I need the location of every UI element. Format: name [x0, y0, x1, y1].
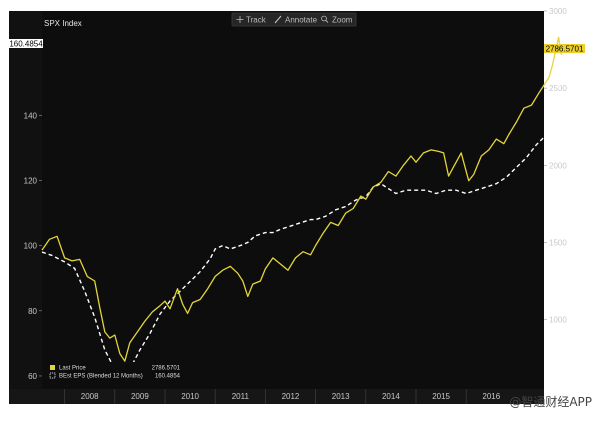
left-tick-label: 100 — [24, 242, 38, 251]
left-tick-label: 120 — [24, 176, 38, 185]
x-axis-band — [9, 389, 544, 404]
x-tick-label: 2013 — [332, 392, 350, 401]
right-tick-label: 2000 — [549, 161, 567, 170]
watermark: @智通财经APP — [509, 394, 592, 409]
legend-price-swatch — [50, 365, 55, 370]
series-line-eps — [41, 48, 567, 374]
legend-eps-name: BEst EPS (Blended 12 Months) — [59, 374, 143, 380]
legend-price-value: 2786.5701 — [152, 366, 181, 372]
track-button[interactable]: Track — [236, 16, 267, 25]
chart-toolbar: Track Annotate Zoom — [231, 12, 357, 27]
right-tick-label: 2500 — [549, 84, 567, 93]
left-y-axis: 60 80 100 120 140 — [24, 111, 42, 381]
price-badge-background — [544, 44, 585, 53]
zoom-button-label: Zoom — [332, 16, 353, 25]
x-tick-label: 2014 — [382, 392, 400, 401]
annotate-button-label: Annotate — [285, 16, 318, 25]
legend-eps-value: 160.4854 — [155, 374, 181, 380]
right-tick-label: 3000 — [549, 7, 567, 16]
eps-badge-background — [9, 39, 43, 48]
legend-price-name: Last Price — [59, 366, 86, 372]
zoom-button[interactable]: Zoom — [321, 15, 353, 25]
crosshair-icon — [236, 16, 244, 23]
price-last-value-badge: 2786.5701 — [544, 44, 585, 53]
x-tick-label: 2009 — [131, 392, 149, 401]
x-tick-label: 2012 — [282, 392, 300, 401]
legend-eps-swatch — [49, 372, 56, 379]
right-tick-label: 1500 — [549, 238, 567, 247]
series-layer — [41, 36, 567, 374]
annotate-button[interactable]: Annotate — [274, 15, 318, 25]
left-tick-label: 140 — [24, 111, 38, 120]
eps-last-value-badge: 160.4854 — [9, 39, 43, 48]
pencil-icon — [274, 15, 282, 24]
x-tick-label: 2011 — [232, 392, 250, 401]
eps-badge-text: 160.4854 — [9, 39, 43, 48]
magnifier-icon — [321, 15, 329, 23]
x-tick-label: 2016 — [482, 392, 500, 401]
plot-area — [42, 11, 544, 389]
x-tick-label: 2008 — [81, 392, 99, 401]
series-line-price — [41, 36, 567, 362]
x-axis: 2008 2009 2010 2011 2012 2013 2014 2015 2016 — [64, 389, 501, 404]
chart-title: SPX Index — [44, 19, 82, 28]
x-tick-label: 2015 — [432, 392, 450, 401]
legend: Last Price 2786.5701 BEst EPS (Blended 1… — [46, 362, 184, 382]
x-tick-label: 2010 — [181, 392, 199, 401]
right-tick-label: 1000 — [549, 316, 567, 325]
legend-background — [46, 362, 184, 382]
track-button-label: Track — [246, 16, 267, 25]
right-y-axis: 1000 1500 2000 2500 3000 — [544, 7, 567, 325]
price-badge-text: 2786.5701 — [546, 44, 584, 53]
left-tick-label: 60 — [28, 372, 37, 381]
left-tick-label: 80 — [28, 307, 37, 316]
